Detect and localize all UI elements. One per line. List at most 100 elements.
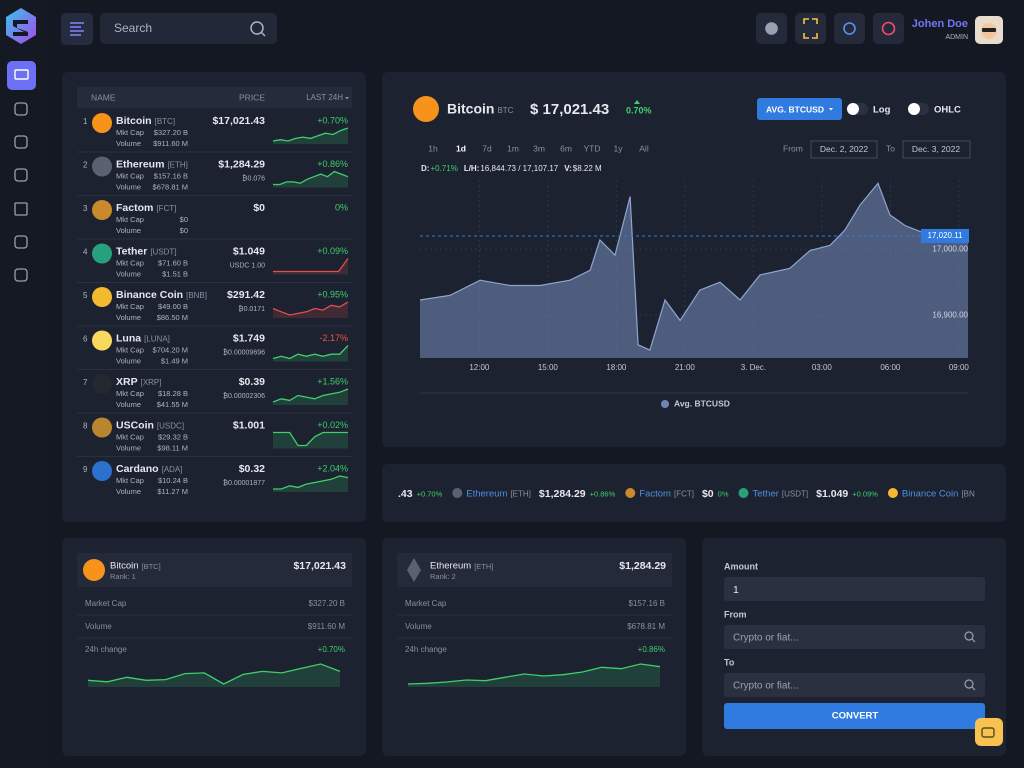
price: $1.001 bbox=[233, 419, 265, 431]
coin-name[interactable]: Tether bbox=[116, 245, 147, 257]
coin-icon bbox=[92, 156, 112, 177]
coin-symbol: [FCT] bbox=[156, 204, 176, 213]
ticker-change: +0.09% bbox=[852, 489, 878, 498]
sparkline-area bbox=[273, 302, 348, 318]
coin-name[interactable]: XRP bbox=[116, 376, 138, 388]
to-label: To bbox=[724, 657, 735, 667]
ticker-name[interactable]: Binance Coin bbox=[902, 489, 959, 500]
ticker-icon bbox=[625, 488, 636, 498]
settings-button[interactable] bbox=[873, 13, 904, 44]
nav-item[interactable] bbox=[14, 135, 28, 149]
nav-item[interactable] bbox=[14, 235, 28, 249]
fullscreen-button[interactable] bbox=[795, 13, 826, 44]
mkt-cap: $704.20 M bbox=[153, 345, 188, 354]
coin-name[interactable]: Binance Coin bbox=[116, 289, 183, 301]
range-button[interactable]: 1d bbox=[456, 143, 466, 153]
range-button[interactable]: YTD bbox=[584, 143, 601, 153]
rank: 7 bbox=[83, 378, 88, 387]
to-input[interactable] bbox=[724, 673, 985, 697]
column-header[interactable]: LAST 24H bbox=[306, 93, 343, 102]
nav-item[interactable] bbox=[14, 168, 28, 182]
coin-name[interactable]: Bitcoin bbox=[116, 115, 152, 127]
date-input[interactable] bbox=[902, 140, 971, 159]
pair-button[interactable] bbox=[757, 98, 842, 120]
range-button[interactable]: 1h bbox=[428, 143, 438, 153]
coin-icon bbox=[92, 243, 112, 264]
chart-coin: Bitcoin bbox=[447, 101, 494, 117]
coin-symbol: [ETH] bbox=[167, 161, 187, 170]
search-icon bbox=[964, 679, 974, 689]
btc-price: ₿0.0171 bbox=[238, 305, 265, 313]
mkt-cap-label: Mkt Cap bbox=[116, 128, 144, 137]
coin-icon bbox=[407, 558, 421, 582]
to-date: Dec. 3, 2022 bbox=[912, 144, 960, 154]
pair-button-label: AVG. BTCUSD bbox=[766, 104, 824, 114]
ticker-symbol: [ETH] bbox=[510, 490, 530, 499]
coin-name[interactable]: Ethereum bbox=[116, 158, 164, 170]
search-icon bbox=[260, 31, 266, 37]
stat-label: D: bbox=[421, 164, 429, 173]
card-stat-label: Volume bbox=[85, 622, 112, 631]
current-price-label: 17,020.11 bbox=[928, 231, 964, 240]
coin-name[interactable]: Factom bbox=[116, 202, 153, 214]
menu-button[interactable] bbox=[61, 13, 93, 45]
y-tick-label: 16,900.00 bbox=[932, 310, 968, 319]
pair-caret bbox=[829, 108, 833, 111]
card-stat-value: $678.81 M bbox=[627, 622, 665, 631]
ticker-name[interactable]: Ethereum bbox=[466, 489, 507, 500]
volume-label: Volume bbox=[116, 139, 141, 148]
ticker-name[interactable]: Factom bbox=[639, 489, 671, 500]
mkt-cap: $18.28 B bbox=[158, 389, 188, 398]
coin-name[interactable]: Cardano bbox=[116, 463, 159, 475]
price-area bbox=[420, 183, 968, 358]
range-button[interactable]: 6m bbox=[560, 143, 572, 153]
to-placeholder: Crypto or fiat... bbox=[733, 681, 799, 692]
price: $0.39 bbox=[239, 376, 265, 388]
ticker-name[interactable]: Tether bbox=[753, 489, 779, 500]
nav-item[interactable] bbox=[14, 268, 28, 282]
mkt-cap: $49.00 B bbox=[158, 302, 188, 311]
date-input[interactable] bbox=[810, 140, 878, 159]
range-button[interactable]: 3m bbox=[533, 143, 545, 153]
sparkline bbox=[272, 388, 349, 403]
help-button[interactable] bbox=[975, 718, 1003, 746]
rank: 2 bbox=[83, 161, 88, 170]
from-input[interactable] bbox=[724, 625, 985, 649]
from-placeholder: Crypto or fiat... bbox=[733, 633, 799, 644]
range-button[interactable]: All bbox=[639, 143, 649, 153]
x-tick-label: 12:00 bbox=[469, 363, 490, 372]
search-box[interactable] bbox=[100, 13, 277, 44]
change: +0.86% bbox=[317, 159, 348, 169]
mkt-cap-label: Mkt Cap bbox=[116, 258, 144, 267]
rank: 9 bbox=[83, 465, 88, 474]
range-button[interactable]: 1m bbox=[507, 143, 519, 153]
range-button[interactable]: 7d bbox=[482, 143, 492, 153]
price: $1.749 bbox=[233, 332, 265, 344]
mkt-cap-label: Mkt Cap bbox=[116, 171, 144, 180]
coin-name[interactable]: USCoin bbox=[116, 419, 154, 431]
chart-symbol: BTC bbox=[497, 106, 513, 115]
card-rank: Rank: 2 bbox=[430, 572, 456, 581]
mkt-cap-label: Mkt Cap bbox=[116, 476, 144, 485]
nav-item[interactable] bbox=[14, 102, 28, 116]
price: $1.049 bbox=[233, 245, 265, 257]
ticker-symbol: [FCT] bbox=[674, 490, 694, 499]
x-tick-label: 06:00 bbox=[880, 363, 901, 372]
range-button[interactable]: 1y bbox=[614, 143, 624, 153]
mkt-cap: $71.60 B bbox=[158, 258, 188, 267]
mkt-cap-label: Mkt Cap bbox=[116, 389, 144, 398]
volume: $11.27 M bbox=[157, 487, 188, 496]
nav-dashboard[interactable] bbox=[7, 61, 36, 90]
nav-item[interactable] bbox=[14, 202, 28, 216]
ticker-symbol: [USDT] bbox=[782, 490, 808, 499]
card-rank: Rank: 1 bbox=[110, 572, 136, 581]
coin-name[interactable]: Luna bbox=[116, 332, 141, 344]
convert-button[interactable] bbox=[724, 703, 985, 729]
volume: $0 bbox=[180, 226, 188, 235]
x-tick-label: 15:00 bbox=[538, 363, 559, 372]
sparkline bbox=[273, 258, 349, 273]
ticker-icon bbox=[452, 488, 463, 498]
change: +0.70% bbox=[317, 115, 348, 125]
notifications-button[interactable] bbox=[834, 13, 865, 44]
amount-input[interactable] bbox=[724, 577, 985, 601]
